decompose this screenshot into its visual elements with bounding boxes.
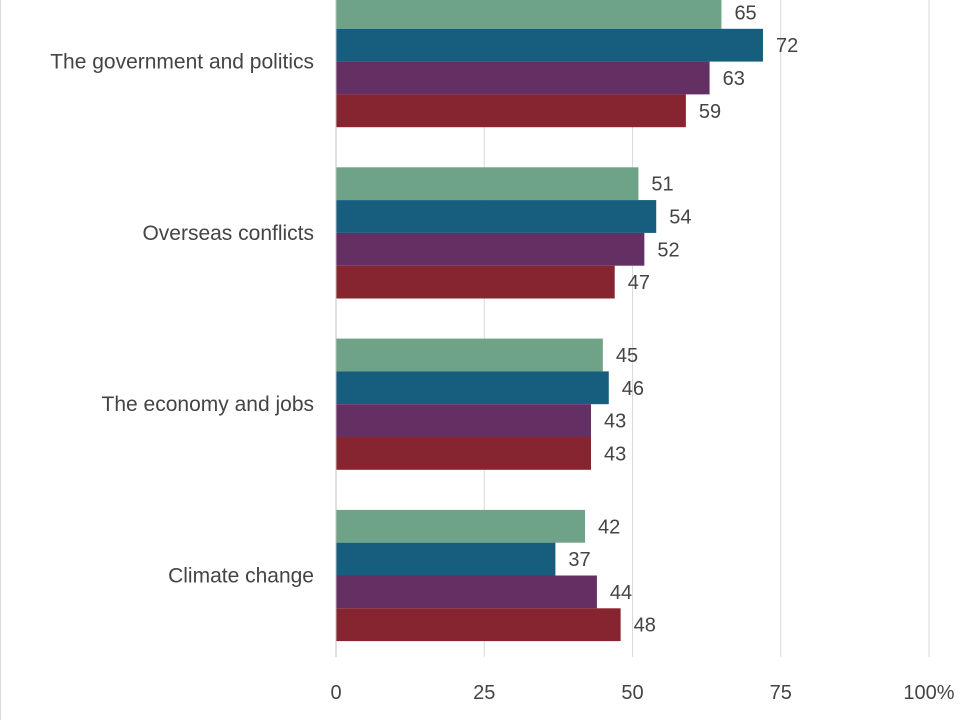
bar — [336, 575, 597, 609]
data-label: 45 — [616, 345, 638, 367]
bar — [336, 437, 591, 470]
data-label: 54 — [669, 207, 691, 229]
category-labels: The government and politics Overseas conf… — [50, 51, 314, 588]
data-label: 59 — [699, 101, 721, 123]
x-tick-label: 25 — [473, 682, 495, 704]
data-label: 43 — [604, 443, 626, 465]
x-tick-label: 75 — [770, 682, 792, 704]
data-label: 44 — [610, 582, 632, 604]
x-tick-label: 0 — [330, 682, 341, 704]
data-label: 43 — [604, 411, 626, 433]
bar — [336, 371, 609, 405]
data-label: 63 — [723, 68, 745, 90]
category-label: The economy and jobs — [102, 393, 314, 416]
bar — [336, 509, 586, 543]
data-label: 47 — [628, 272, 650, 294]
data-label: 51 — [651, 174, 673, 196]
category-label: Climate change — [168, 565, 314, 588]
category-label: Overseas conflicts — [142, 222, 314, 245]
x-tick-label: 100% — [903, 682, 954, 704]
data-label: 65 — [734, 2, 756, 24]
data-label: 48 — [634, 615, 656, 637]
bar — [336, 232, 645, 266]
bar — [336, 167, 639, 201]
bar — [336, 28, 763, 62]
data-label: 46 — [622, 378, 644, 400]
bar — [336, 265, 615, 299]
bar — [336, 200, 657, 233]
data-label: 42 — [598, 516, 620, 538]
bar — [336, 608, 621, 642]
x-tick-label: 50 — [621, 682, 643, 704]
data-label: 72 — [776, 35, 798, 57]
category-label: The government and politics — [50, 51, 314, 74]
data-label: 37 — [568, 549, 590, 571]
bar — [336, 542, 556, 576]
bar — [336, 404, 591, 437]
bar — [336, 0, 722, 29]
bar — [336, 94, 686, 128]
data-label: 52 — [657, 239, 679, 261]
x-axis-tick-labels: 0 25 50 75 100% — [330, 682, 954, 704]
bar — [336, 61, 710, 95]
bar — [336, 338, 603, 372]
bars — [336, 0, 763, 642]
